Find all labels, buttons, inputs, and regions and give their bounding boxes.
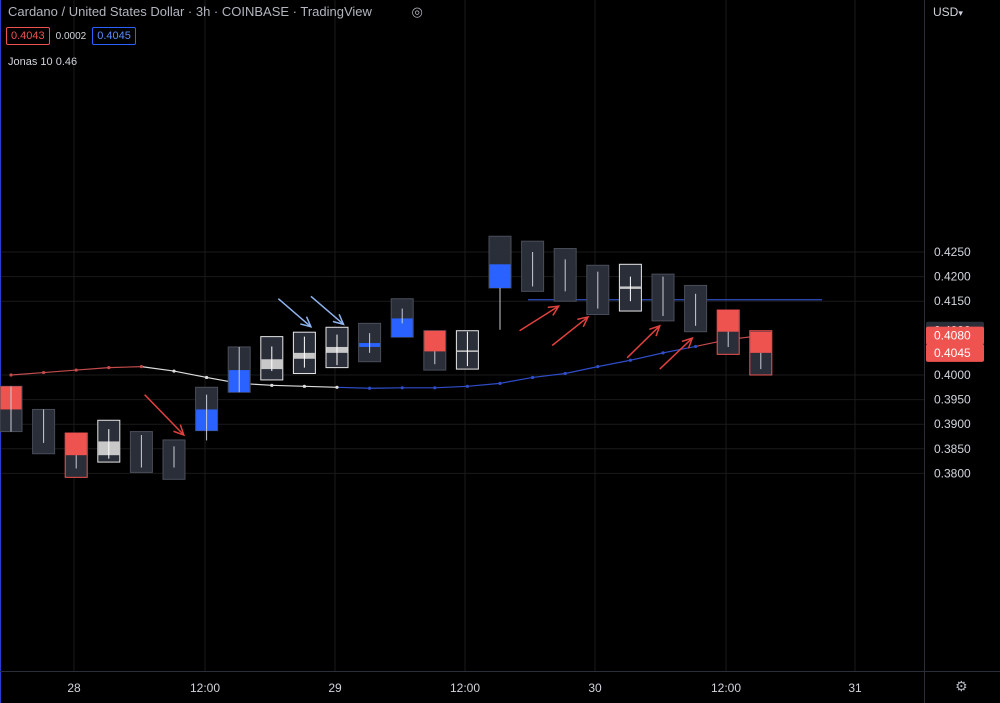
moving-average-segment	[108, 366, 142, 369]
moving-average-segment	[565, 366, 598, 375]
moving-average-point	[205, 375, 209, 380]
price-tick-label: 0.3800	[934, 466, 971, 480]
moving-average-point	[172, 369, 176, 373]
moving-average-segment	[43, 369, 77, 374]
moving-average-segment	[304, 385, 338, 388]
time-tick-label: 12:00	[190, 681, 220, 695]
candle-fill	[65, 433, 87, 456]
candle-fill	[717, 310, 739, 332]
moving-average-point	[628, 358, 633, 362]
price-label-value: 0.4045	[934, 346, 971, 360]
moving-average-point	[694, 344, 698, 349]
price-label-badge	[926, 326, 984, 345]
moving-average-point	[9, 373, 13, 377]
moving-average-point	[302, 384, 306, 388]
moving-average-point	[531, 375, 535, 380]
moving-average-point	[74, 368, 78, 372]
moving-average-segment	[597, 359, 631, 368]
annotation-arrow-head	[649, 324, 661, 337]
moving-average-segment	[499, 376, 533, 384]
annotation-arrow[interactable]	[551, 316, 589, 347]
eye-slash-icon[interactable]: ◎	[411, 4, 423, 19]
open-price-value: 0.4043	[6, 27, 50, 45]
time-tick-label: 12:00	[711, 681, 741, 695]
annotation-arrow-head	[547, 305, 561, 316]
moving-average-segment	[336, 386, 370, 389]
price-tick-label: 0.3850	[934, 442, 971, 456]
annotation-arrow[interactable]	[144, 394, 185, 436]
moving-average-point	[661, 351, 665, 355]
time-tick-label: 30	[588, 681, 602, 695]
moving-average-point	[107, 366, 111, 370]
annotation-arrow[interactable]	[626, 325, 661, 359]
moving-average-point	[42, 370, 46, 375]
moving-average-segment	[173, 370, 207, 379]
moving-average-point	[368, 386, 372, 390]
moving-average-point	[563, 371, 567, 376]
moving-average-point	[465, 384, 469, 388]
ohlc-values: 0.4043 0.0002 0.4045	[6, 27, 136, 45]
price-label-value: 0.4080	[934, 329, 971, 343]
annotation-arrow[interactable]	[659, 337, 693, 370]
time-tick-label: 31	[848, 681, 862, 695]
price-tick-label: 0.3900	[934, 417, 971, 431]
moving-average-point	[596, 365, 600, 369]
annotation-arrow[interactable]	[277, 298, 312, 328]
price-tick-label: 0.4000	[934, 368, 971, 382]
moving-average-segment	[532, 372, 566, 379]
candle-fill	[424, 330, 446, 352]
gear-icon[interactable]: ⚙	[955, 678, 968, 694]
currency-selector[interactable]: USD▾	[933, 5, 963, 19]
moving-average-point	[433, 386, 437, 390]
annotation-arrow-head	[577, 315, 590, 328]
moving-average-segment	[76, 367, 109, 371]
moving-average-segment	[141, 366, 175, 372]
annotation-arrow-head	[173, 424, 185, 437]
candle-fill	[391, 318, 413, 338]
moving-average-segment	[434, 385, 468, 389]
candle-fill	[489, 264, 511, 288]
annotation-arrow[interactable]	[310, 295, 345, 325]
moving-average-point	[498, 381, 502, 385]
time-tick-label: 12:00	[450, 681, 480, 695]
annotation-arrow-head	[681, 336, 694, 349]
moving-average-segment	[630, 352, 664, 361]
annotation-arrow-head	[332, 313, 345, 326]
chart-legend: Cardano / United States Dollar · 3h · CO…	[8, 4, 423, 20]
change-value: 0.0002	[55, 30, 87, 42]
moving-average-point	[139, 365, 143, 369]
moving-average-point	[270, 383, 274, 387]
price-tick-label: 0.3950	[934, 393, 971, 407]
price-tick-label: 0.4250	[934, 245, 971, 259]
candle-fill	[750, 331, 772, 353]
moving-average-segment	[271, 384, 305, 387]
price-tick-label: 0.4150	[934, 294, 971, 308]
moving-average-point	[335, 385, 339, 389]
annotation-arrow-head	[300, 316, 313, 328]
moving-average-segment	[467, 382, 501, 387]
time-tick-label: 29	[328, 681, 342, 695]
symbol-title: Cardano / United States Dollar · 3h · CO…	[8, 4, 372, 19]
indicator-label[interactable]: Jonas 10 0.46	[8, 56, 78, 68]
annotation-arrow[interactable]	[519, 305, 560, 332]
moving-average-point	[400, 386, 404, 390]
price-label-badge	[926, 343, 984, 362]
currency-label: USD	[933, 5, 959, 19]
price-tick-label: 0.4200	[934, 270, 971, 284]
close-price-value: 0.4045	[92, 27, 136, 45]
time-tick-label: 28	[67, 681, 81, 695]
chevron-down-icon: ▾	[958, 8, 963, 18]
moving-average-segment	[10, 371, 44, 376]
